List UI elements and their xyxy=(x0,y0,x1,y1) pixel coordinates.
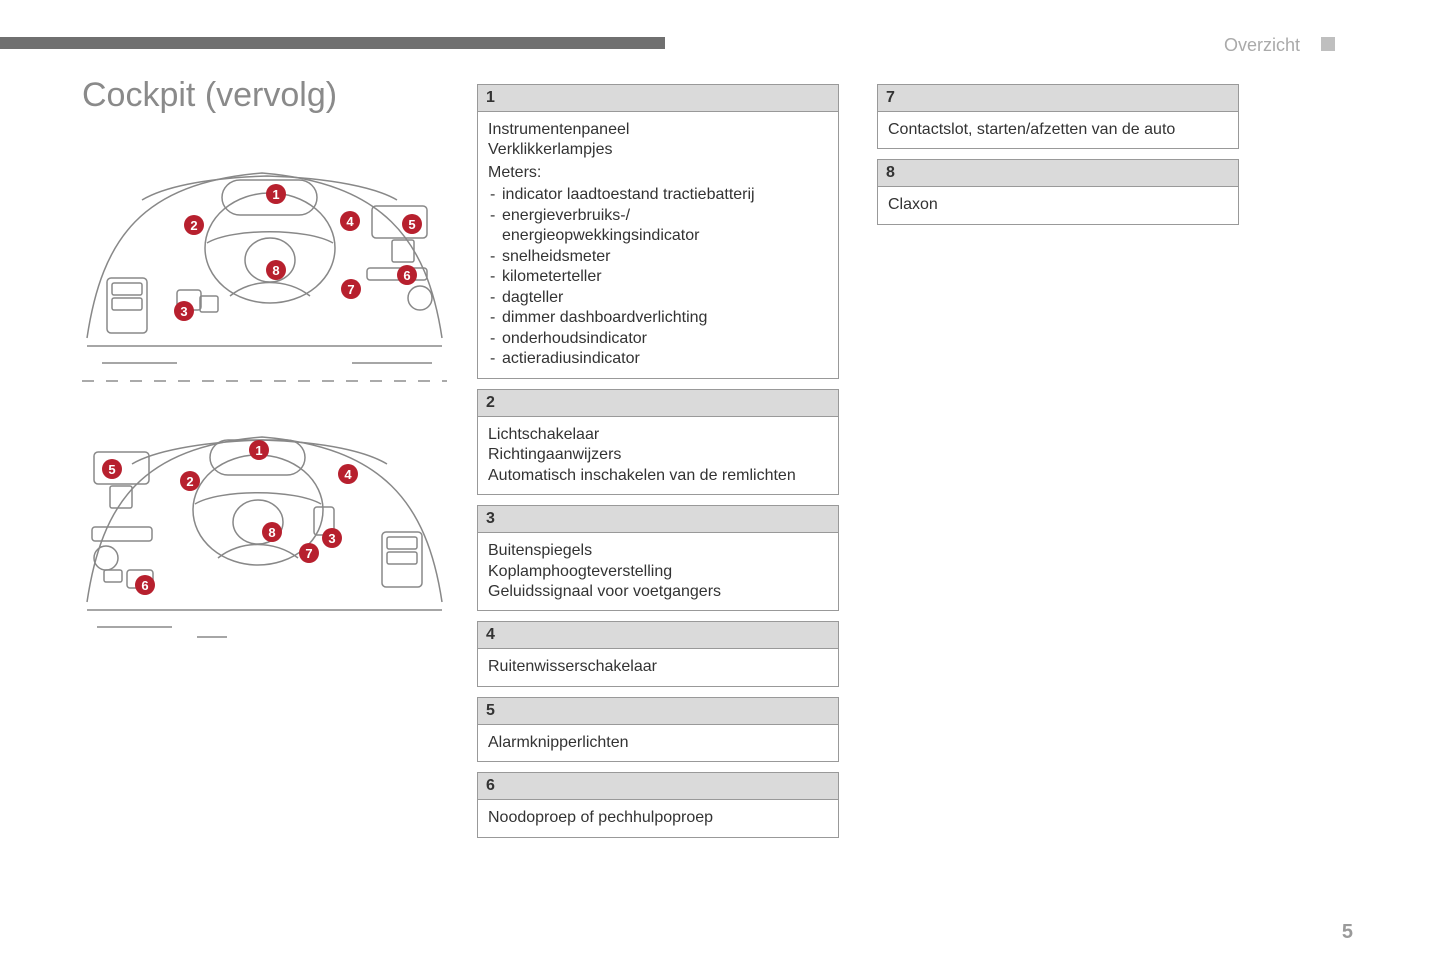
legend-box-3: 3BuitenspiegelsKoplamphoogteverstellingG… xyxy=(477,505,839,611)
legend-line: Buitenspiegels xyxy=(488,541,828,561)
legend-line: Geluidssignaal voor voetgangers xyxy=(488,582,828,602)
diagram-marker-7: 7 xyxy=(341,279,361,299)
section-marker xyxy=(1321,37,1335,51)
legend-line: Automatisch inschakelen van de remlichte… xyxy=(488,466,828,486)
legend-box-4: 4 Ruitenwisserschakelaar xyxy=(477,621,839,686)
legend-box-header: 8 xyxy=(878,160,1238,187)
legend-line: Richtingaanwijzers xyxy=(488,445,828,465)
legend-column-1: 1 InstrumentenpaneelVerklikkerlampjes Mete… xyxy=(477,84,839,848)
diagram-divider xyxy=(82,380,447,382)
legend-box-8: 8 Claxon xyxy=(877,159,1239,224)
diagram-marker-1: 1 xyxy=(266,184,286,204)
legend-box-1: 1 InstrumentenpaneelVerklikkerlampjes Mete… xyxy=(477,84,839,379)
legend-line: Verklikkerlampjes xyxy=(488,140,828,160)
section-title: Overzicht xyxy=(1224,35,1300,56)
diagram-marker-4: 4 xyxy=(338,464,358,484)
legend-sublist: indicator laadtoestand tractiebatterijen… xyxy=(488,185,828,369)
page-title: Cockpit (vervolg) xyxy=(82,76,337,115)
legend-line: Ruitenwisserschakelaar xyxy=(488,657,828,677)
cockpit-diagram-rhd: 1 2 3 4 5 6 78 xyxy=(82,392,447,644)
diagram-marker-1: 1 xyxy=(249,440,269,460)
diagram-marker-6: 6 xyxy=(397,265,417,285)
diagram-marker-4: 4 xyxy=(340,211,360,231)
legend-subitem: actieradiusindicator xyxy=(488,349,828,369)
legend-box-body: Ruitenwisserschakelaar xyxy=(478,649,838,685)
diagram-marker-6: 6 xyxy=(135,575,155,595)
legend-subitem: indicator laadtoestand tractiebatterij xyxy=(488,185,828,205)
legend-box-2: 2LichtschakelaarRichtingaanwijzersAutoma… xyxy=(477,389,839,495)
diagram-marker-3: 3 xyxy=(322,528,342,548)
top-bar xyxy=(0,37,665,49)
legend-box-body: InstrumentenpaneelVerklikkerlampjes Meter… xyxy=(478,112,838,378)
legend-subitem: snelheidsmeter xyxy=(488,247,828,267)
page-number: 5 xyxy=(1342,921,1353,944)
legend-box-header: 6 xyxy=(478,773,838,800)
legend-box-header: 1 xyxy=(478,85,838,112)
legend-subitem: energieverbruiks-/ xyxy=(488,206,828,226)
diagram-marker-8: 8 xyxy=(262,522,282,542)
diagram-marker-2: 2 xyxy=(180,471,200,491)
diagram-container: 12345678 xyxy=(82,128,447,648)
legend-column-2: 7 Contactslot, starten/afzetten van de au… xyxy=(877,84,1239,848)
legend-box-body: Noodoproep of pechhulpoproep xyxy=(478,800,838,836)
diagram-marker-5: 5 xyxy=(402,214,422,234)
legend-box-header: 5 xyxy=(478,698,838,725)
legend-subtitle: Meters: xyxy=(488,163,828,183)
legend-box-body: Contactslot, starten/afzetten van de aut… xyxy=(878,112,1238,148)
legend-columns: 1 InstrumentenpaneelVerklikkerlampjes Mete… xyxy=(477,84,1239,848)
legend-line: Koplamphoogteverstelling xyxy=(488,562,828,582)
diagram-marker-7: 7 xyxy=(299,543,319,563)
legend-subitem: onderhoudsindicator xyxy=(488,329,828,349)
legend-line: Lichtschakelaar xyxy=(488,425,828,445)
legend-subitem: kilometerteller xyxy=(488,267,828,287)
legend-line: Noodoproep of pechhulpoproep xyxy=(488,808,828,828)
legend-box-header: 2 xyxy=(478,390,838,417)
diagram-marker-3: 3 xyxy=(174,301,194,321)
legend-box-body: BuitenspiegelsKoplamphoogteverstellingGe… xyxy=(478,533,838,610)
legend-subitem: energieopwekkingsindicator xyxy=(488,226,828,246)
legend-box-body: Alarmknipperlichten xyxy=(478,725,838,761)
legend-box-5: 5 Alarmknipperlichten xyxy=(477,697,839,762)
legend-box-header: 4 xyxy=(478,622,838,649)
legend-box-6: 6 Noodoproep of pechhulpoproep xyxy=(477,772,839,837)
legend-subitem: dagteller xyxy=(488,288,828,308)
legend-line: Instrumentenpaneel xyxy=(488,120,828,140)
legend-box-header: 3 xyxy=(478,506,838,533)
legend-box-body: LichtschakelaarRichtingaanwijzersAutomat… xyxy=(478,417,838,494)
legend-line: Contactslot, starten/afzetten van de aut… xyxy=(888,120,1228,140)
legend-line: Claxon xyxy=(888,195,1228,215)
cockpit-diagram-lhd: 1 2 3 4 5 6 7 8 xyxy=(82,128,447,380)
legend-box-body: Claxon xyxy=(878,187,1238,223)
diagram-marker-2: 2 xyxy=(184,215,204,235)
legend-line: Alarmknipperlichten xyxy=(488,733,828,753)
legend-box-7: 7 Contactslot, starten/afzetten van de au… xyxy=(877,84,1239,149)
diagram-marker-8: 8 xyxy=(266,260,286,280)
legend-box-header: 7 xyxy=(878,85,1238,112)
legend-subitem: dimmer dashboardverlichting xyxy=(488,308,828,328)
diagram-marker-5: 5 xyxy=(102,459,122,479)
